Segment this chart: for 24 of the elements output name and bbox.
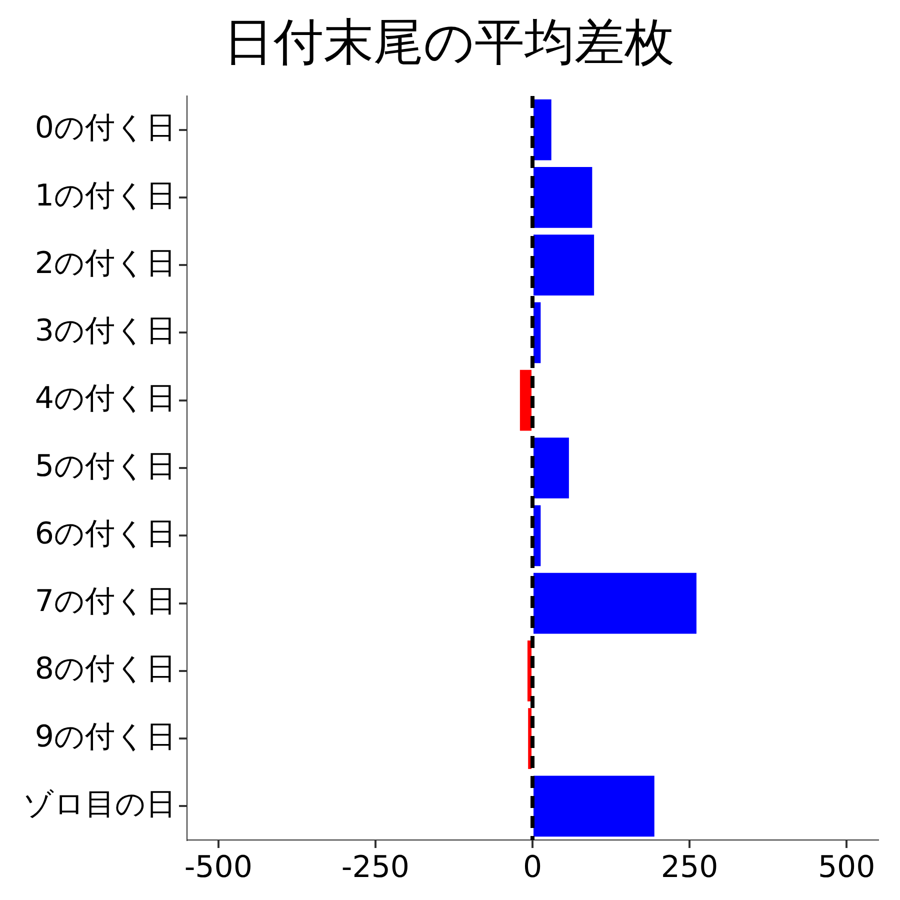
x-tick-label: 0 (522, 850, 542, 885)
y-tick-label: 8の付く日 (34, 652, 176, 687)
x-tick-label: -250 (341, 850, 410, 885)
y-tick-label: 4の付く日 (34, 381, 176, 416)
bar (534, 776, 654, 837)
bar (534, 572, 696, 634)
y-tick-label: 3の付く日 (34, 314, 176, 349)
y-tick-label: 7の付く日 (34, 584, 176, 620)
y-tick-label: 6の付く日 (34, 516, 176, 552)
y-tick-label: ゾロ目の日 (23, 786, 176, 822)
y-tick-label: 9の付く日 (34, 719, 176, 754)
y-tick-label: 0の付く日 (34, 110, 176, 146)
y-tick-label: 2の付く日 (34, 246, 176, 281)
x-tick-label: 500 (818, 850, 876, 885)
bar (534, 438, 569, 498)
x-tick-label: -500 (184, 850, 252, 885)
bar (520, 370, 532, 431)
y-tick-label: 1の付く日 (34, 178, 176, 214)
y-tick-label: 5の付く日 (34, 448, 176, 484)
bar (534, 167, 592, 228)
bar (534, 99, 552, 160)
chart-title: 日付末尾の平均差枚 (224, 12, 674, 71)
x-tick-label: 250 (660, 850, 718, 885)
bar (534, 234, 594, 296)
